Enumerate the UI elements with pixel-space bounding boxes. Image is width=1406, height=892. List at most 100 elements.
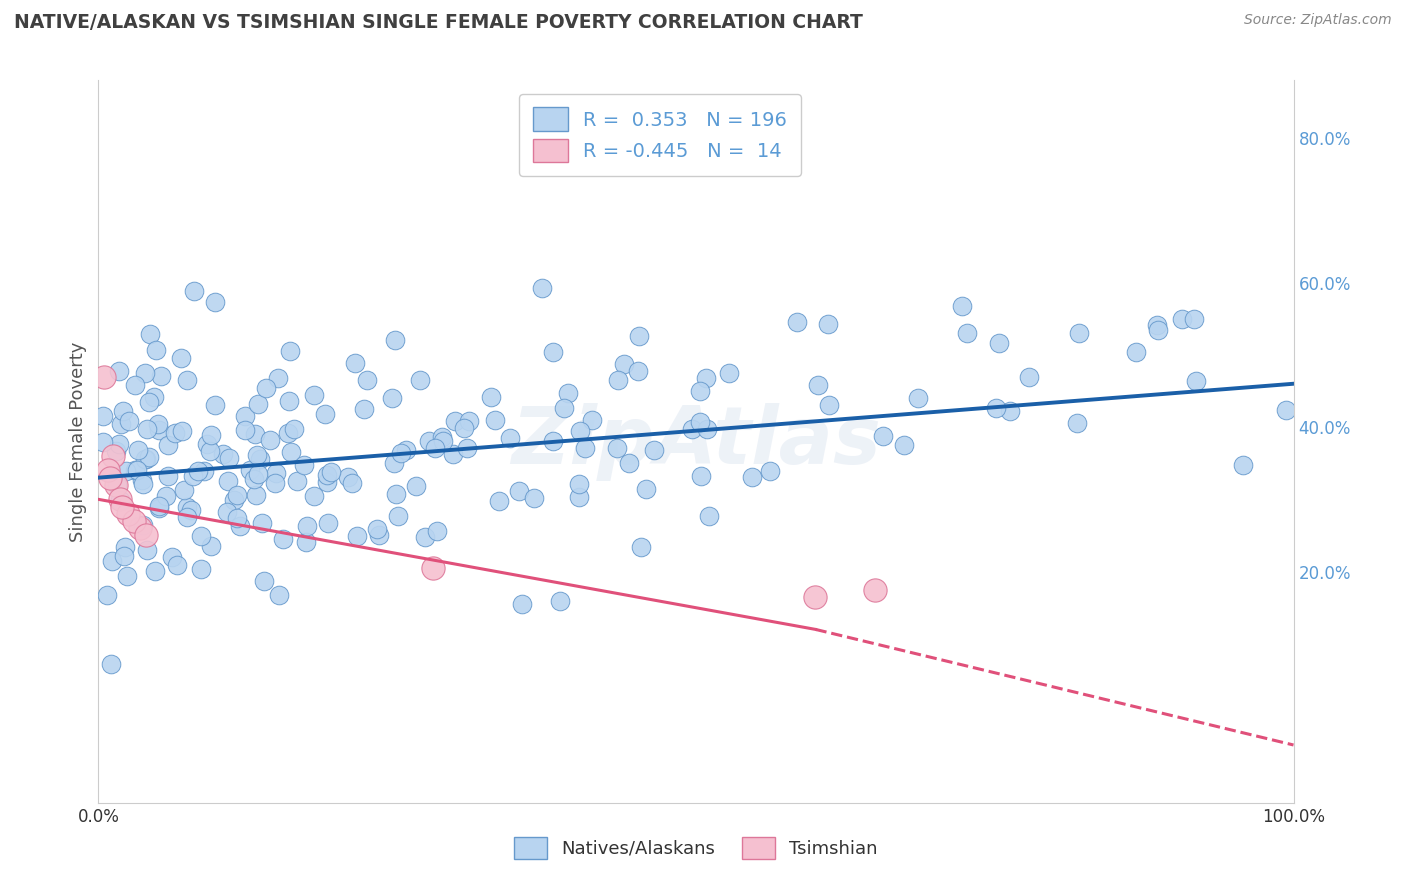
Point xyxy=(956,326,979,341)
Point xyxy=(101,449,124,463)
Point xyxy=(111,404,134,418)
Point xyxy=(132,477,155,491)
Point xyxy=(246,467,269,481)
Point xyxy=(217,474,239,488)
Point xyxy=(96,588,118,602)
Point xyxy=(115,464,138,478)
Point xyxy=(277,426,299,441)
Point xyxy=(110,493,132,508)
Point xyxy=(366,522,388,536)
Point xyxy=(93,369,115,384)
Point xyxy=(271,532,294,546)
Point xyxy=(297,519,319,533)
Point xyxy=(249,452,271,467)
Point xyxy=(156,438,179,452)
Point xyxy=(129,521,152,535)
Point xyxy=(245,427,267,442)
Point xyxy=(508,483,530,498)
Point xyxy=(548,593,571,607)
Point xyxy=(1067,326,1090,341)
Point xyxy=(984,401,1007,415)
Point xyxy=(302,489,325,503)
Point xyxy=(100,554,122,568)
Point xyxy=(131,473,153,487)
Point xyxy=(245,488,267,502)
Point xyxy=(314,407,336,421)
Point xyxy=(148,417,170,431)
Point xyxy=(1274,403,1296,417)
Point xyxy=(127,442,149,457)
Point xyxy=(163,425,186,440)
Point xyxy=(425,441,447,455)
Point xyxy=(541,434,564,448)
Point xyxy=(105,478,128,492)
Point xyxy=(135,543,157,558)
Point xyxy=(741,470,763,484)
Point xyxy=(523,491,546,505)
Point xyxy=(630,540,652,554)
Point xyxy=(110,417,132,431)
Point xyxy=(267,588,290,602)
Point xyxy=(818,398,841,412)
Point xyxy=(111,500,134,514)
Point xyxy=(160,549,183,564)
Point xyxy=(278,344,301,359)
Text: ZipAtlas: ZipAtlas xyxy=(510,402,882,481)
Point xyxy=(395,442,418,457)
Point xyxy=(381,392,404,406)
Point xyxy=(384,333,406,347)
Point xyxy=(195,436,218,450)
Point xyxy=(136,422,159,436)
Point xyxy=(304,388,326,402)
Point xyxy=(222,493,245,508)
Point xyxy=(458,414,481,428)
Point xyxy=(246,396,269,410)
Point xyxy=(696,422,718,436)
Point xyxy=(124,514,146,528)
Point xyxy=(950,299,973,313)
Point xyxy=(319,466,342,480)
Legend: Natives/Alaskans, Tsimshian: Natives/Alaskans, Tsimshian xyxy=(508,830,884,866)
Point xyxy=(786,315,808,329)
Point xyxy=(295,534,318,549)
Point xyxy=(1125,345,1147,359)
Point xyxy=(114,541,136,555)
Point xyxy=(1018,370,1040,384)
Point xyxy=(107,364,129,378)
Point xyxy=(181,469,204,483)
Point xyxy=(568,477,591,491)
Point xyxy=(626,363,648,377)
Point xyxy=(893,438,915,452)
Point xyxy=(115,568,138,582)
Point xyxy=(557,385,579,400)
Point xyxy=(91,409,114,423)
Point xyxy=(581,412,603,426)
Point xyxy=(568,490,591,504)
Point xyxy=(173,483,195,497)
Point xyxy=(118,414,141,428)
Point xyxy=(124,377,146,392)
Point xyxy=(907,392,929,406)
Point xyxy=(872,429,894,443)
Point xyxy=(628,328,651,343)
Point xyxy=(336,470,359,484)
Point xyxy=(218,450,240,465)
Y-axis label: Single Female Poverty: Single Female Poverty xyxy=(69,342,87,541)
Point xyxy=(172,424,194,438)
Point xyxy=(510,597,533,611)
Point xyxy=(697,508,720,523)
Point xyxy=(807,377,830,392)
Point xyxy=(530,281,553,295)
Point xyxy=(280,444,302,458)
Point xyxy=(387,509,409,524)
Point xyxy=(488,493,510,508)
Point xyxy=(340,475,363,490)
Point xyxy=(1185,375,1208,389)
Point xyxy=(689,416,711,430)
Point xyxy=(1171,312,1194,326)
Point xyxy=(200,428,222,442)
Point xyxy=(139,327,162,342)
Point xyxy=(444,414,467,428)
Point xyxy=(865,582,887,597)
Point xyxy=(211,447,233,461)
